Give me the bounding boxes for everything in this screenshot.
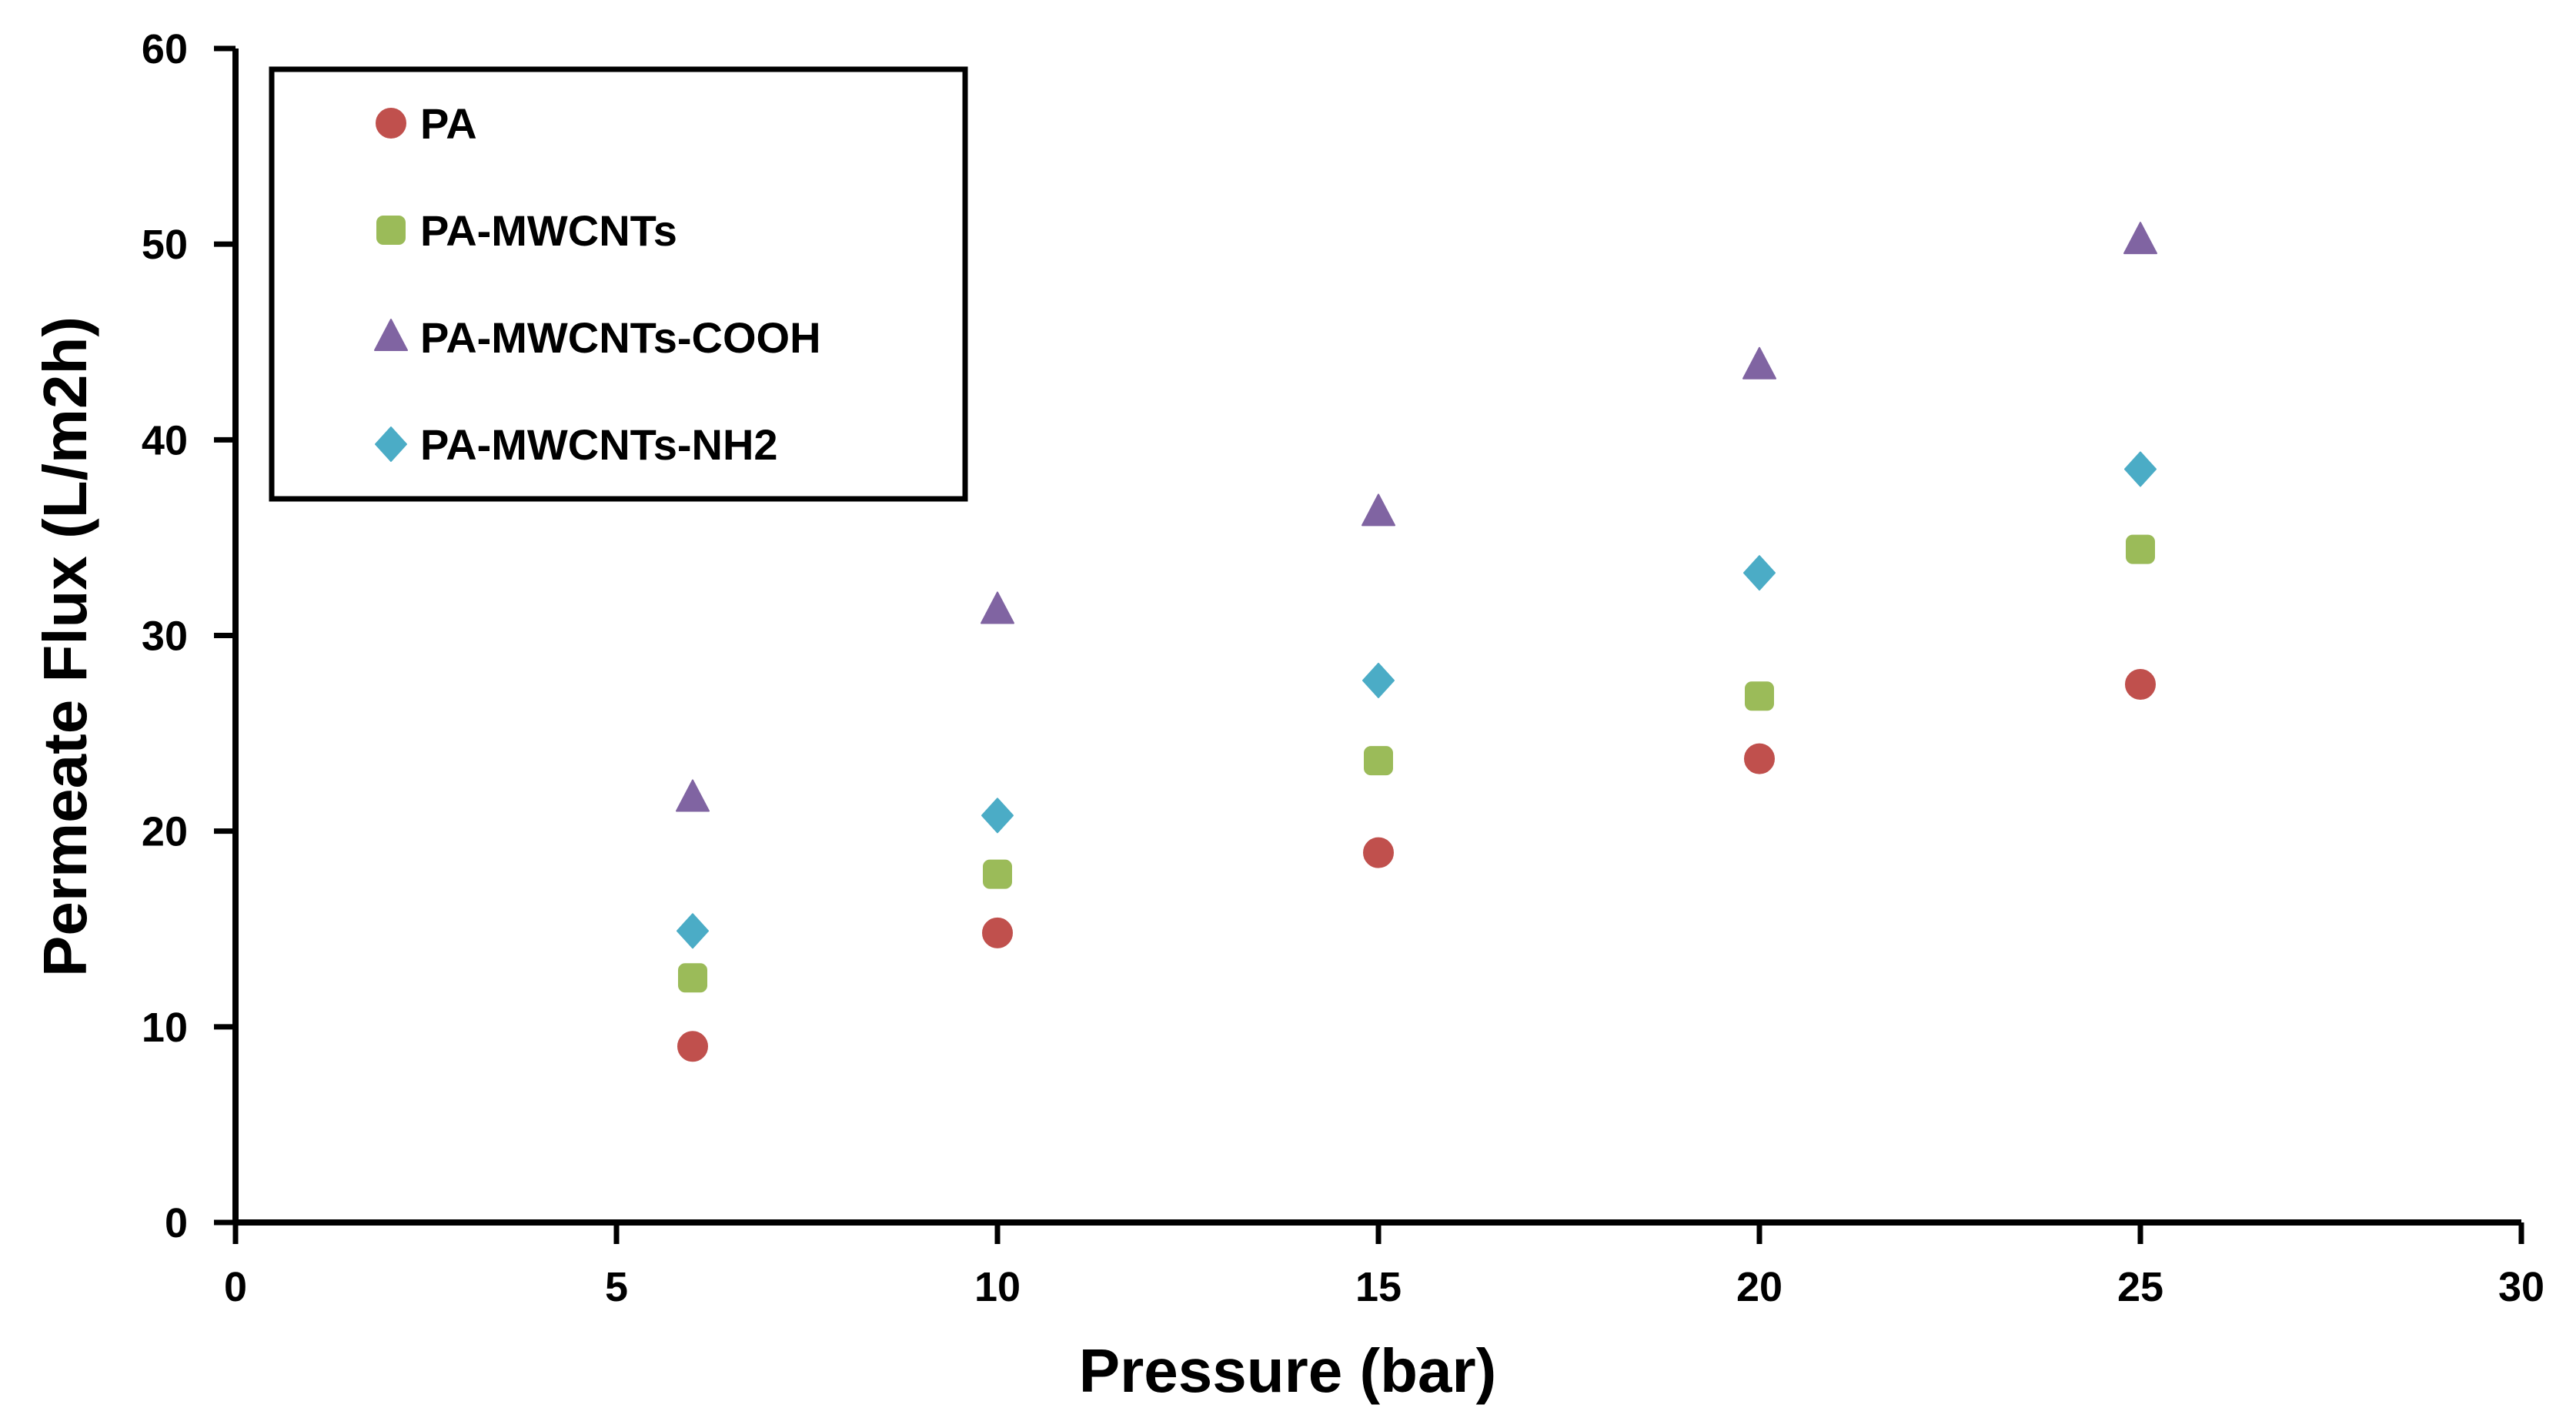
x-ticks: 0 5 10 15 20 25 30	[224, 1222, 2544, 1310]
y-axis-title: Permeate Flux (L/m2h)	[31, 316, 99, 977]
y-tick-label: 50	[142, 222, 188, 268]
data-point-pa-mwcnts	[1745, 681, 1774, 711]
data-point-pa-mwcnts	[2126, 534, 2155, 564]
x-tick-label: 20	[1736, 1264, 1782, 1310]
data-point-pa-mwcnts-nh2	[677, 913, 709, 949]
data-points	[676, 222, 2157, 1062]
data-point-pa-mwcnts-cooh	[981, 591, 1014, 624]
y-ticks: 0 10 20 30 40 50 60	[142, 26, 236, 1246]
data-point-pa-mwcnts	[1364, 746, 1393, 776]
data-point-pa	[1744, 743, 1775, 774]
legend-marker-pa-mwcnts-cooh	[374, 319, 408, 351]
legend-marker-pa-mwcnts	[376, 216, 406, 245]
legend-label-pa-mwcnts-cooh: PA-MWCNTs-COOH	[420, 313, 821, 362]
x-tick-label: 10	[974, 1264, 1021, 1310]
x-tick-label: 5	[605, 1264, 628, 1310]
series-pa	[677, 669, 2156, 1062]
data-point-pa-mwcnts-cooh	[1362, 493, 1395, 527]
data-point-pa-mwcnts	[678, 963, 707, 993]
data-point-pa	[677, 1031, 708, 1062]
legend-marker-pa	[376, 108, 406, 139]
x-tick-label: 30	[2498, 1264, 2544, 1310]
legend-label-pa: PA	[420, 99, 477, 148]
legend-box	[269, 66, 968, 502]
data-point-pa-mwcnts-nh2	[1743, 555, 1776, 591]
series-pa-mwcnts	[678, 534, 2155, 993]
x-tick-label: 25	[2117, 1264, 2163, 1310]
legend-label-pa-mwcnts-nh2: PA-MWCNTs-NH2	[420, 420, 778, 469]
series-pa-mwcnts-nh2	[677, 451, 2157, 949]
data-point-pa-mwcnts-nh2	[1362, 662, 1395, 698]
legend: PA PA-MWCNTs PA-MWCNTs-COOH PA-MWCNTs-NH2	[269, 66, 968, 502]
x-tick-label: 15	[1355, 1264, 1402, 1310]
data-point-pa-mwcnts	[983, 859, 1012, 889]
legend-marker-pa-mwcnts-nh2	[375, 426, 407, 462]
data-point-pa-mwcnts-nh2	[2124, 451, 2157, 487]
data-point-pa-mwcnts-cooh	[1742, 346, 1776, 380]
y-tick-label: 30	[142, 614, 188, 660]
y-tick-label: 10	[142, 1005, 188, 1051]
x-tick-label: 0	[224, 1264, 247, 1310]
data-point-pa	[982, 917, 1013, 948]
data-point-pa-mwcnts-cooh	[2123, 222, 2157, 255]
x-axis-title: Pressure (bar)	[1079, 1336, 1496, 1405]
data-point-pa-mwcnts-cooh	[676, 779, 710, 812]
y-tick-label: 60	[142, 26, 188, 72]
data-point-pa	[1363, 837, 1394, 868]
y-tick-label: 40	[142, 417, 188, 463]
y-tick-label: 0	[165, 1200, 188, 1246]
legend-label-pa-mwcnts: PA-MWCNTs	[420, 206, 677, 255]
series-pa-mwcnts-cooh	[676, 222, 2157, 812]
y-tick-label: 20	[142, 809, 188, 855]
data-point-pa	[2125, 669, 2156, 701]
data-point-pa-mwcnts-nh2	[981, 798, 1014, 834]
